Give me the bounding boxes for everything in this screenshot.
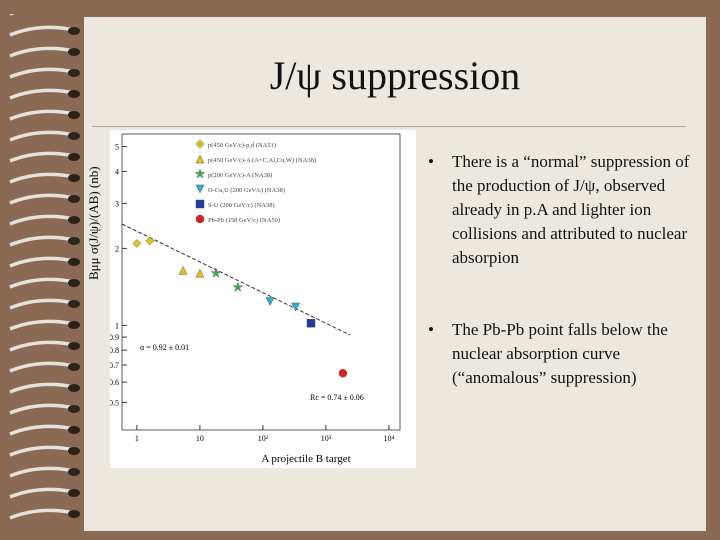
y-tick-label: 0.7 <box>110 361 119 370</box>
bullet: There is a “normal” suppression of the p… <box>428 150 714 270</box>
legend-label: p(450 GeV/c)-A (A=C,Al,Cu,W) (NA38) <box>208 157 316 164</box>
y-tick-label: 4 <box>115 167 119 176</box>
point <box>338 368 348 378</box>
x-tick-label: 10² <box>258 434 269 443</box>
y-tick-label: 0.6 <box>110 378 119 387</box>
y-tick-label: 1 <box>115 321 119 330</box>
y-axis-title: Bμμ σ(J/ψ)/(AB) (nb) <box>86 166 101 280</box>
point <box>132 239 142 248</box>
point <box>178 265 188 275</box>
legend-marker <box>195 214 205 224</box>
chart: 5 4 3 2 1 0.9 0.8 0.7 0.6 0.5 1 10 10² 10³ 10⁴ A projec… <box>110 130 416 468</box>
legend-label: Pb-Pb (158 GeV/c) (NA50) <box>208 217 280 224</box>
point <box>210 267 222 278</box>
legend-marker <box>195 199 205 209</box>
point <box>306 318 316 328</box>
x-tick-label: 10⁴ <box>384 434 395 443</box>
legend-label: S-U (200 GeV/c) (NA38) <box>208 202 275 209</box>
y-tick-label: 5 <box>115 143 119 152</box>
binding <box>0 14 90 529</box>
point <box>195 268 205 278</box>
y-tick-label: 0.9 <box>110 333 119 342</box>
legend-marker <box>195 154 205 164</box>
point <box>232 281 244 292</box>
point <box>265 297 275 307</box>
y-tick-label: 0.5 <box>110 398 119 407</box>
legend-label: p(450 GeV/c)-p,d (NA51) <box>208 142 276 149</box>
x-tick-label: 1 <box>135 434 139 443</box>
plot-frame <box>121 133 401 431</box>
legend-marker <box>195 184 205 194</box>
x-tick-label: 10 <box>196 434 204 443</box>
x-tick-label: 10³ <box>321 434 332 443</box>
point <box>145 236 155 246</box>
point <box>291 302 300 312</box>
y-axis-title-box: Bμμ σ(J/ψ)/(AB) (nb) <box>86 166 101 280</box>
x-axis-title: A projectile B target <box>261 453 350 465</box>
title-rule <box>92 126 686 127</box>
annotation: Rc = 0.74 ± 0.06 <box>310 393 364 402</box>
y-tick-label: 2 <box>115 244 119 253</box>
legend-label: p(200 GeV/c)-A (NA38) <box>208 172 272 179</box>
slide-title: J/ψ suppression <box>269 53 521 98</box>
bullet: The Pb-Pb point falls below the nuclear … <box>428 318 714 390</box>
fit-curve <box>121 223 351 336</box>
legend-marker <box>194 168 206 179</box>
y-tick-label: 3 <box>115 199 119 208</box>
annotation: α = 0.92 ± 0.01 <box>140 343 189 352</box>
legend-marker <box>195 139 205 149</box>
legend-label: O-Cu,U (200 GeV/c) (NA38) <box>208 187 285 194</box>
y-tick-label: 0.8 <box>110 346 119 355</box>
